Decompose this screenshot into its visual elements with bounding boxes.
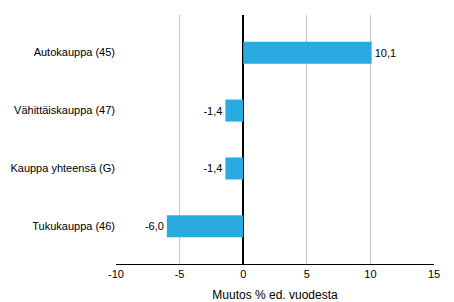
svg-text:-6,0: -6,0 (145, 220, 164, 232)
svg-text:0: 0 (240, 268, 246, 280)
svg-text:Autokauppa (45): Autokauppa (45) (34, 46, 115, 58)
svg-text:15: 15 (428, 268, 440, 280)
svg-text:-1,4: -1,4 (203, 105, 222, 117)
svg-text:Vähittäiskauppa (47): Vähittäiskauppa (47) (14, 104, 115, 116)
svg-text:10,1: 10,1 (375, 47, 396, 59)
svg-text:-5: -5 (175, 268, 185, 280)
svg-text:10: 10 (364, 268, 376, 280)
svg-text:5: 5 (304, 268, 310, 280)
svg-text:-1,4: -1,4 (203, 162, 222, 174)
svg-text:Muutos % ed. vuodesta: Muutos % ed. vuodesta (212, 288, 338, 302)
svg-text:Kauppa yhteensä (G): Kauppa yhteensä (G) (10, 162, 115, 174)
svg-text:-10: -10 (108, 268, 124, 280)
svg-text:Tukukauppa (46): Tukukauppa (46) (32, 220, 115, 232)
